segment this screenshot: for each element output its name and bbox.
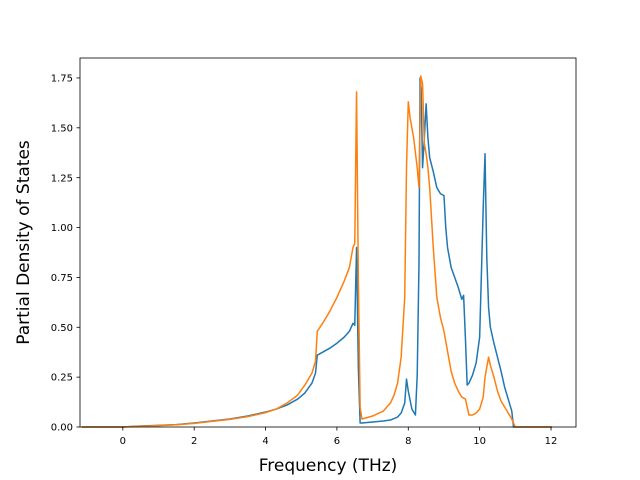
x-tick-label: 8 [405,436,411,447]
x-tick-label: 6 [334,436,340,447]
x-tick-label: 2 [191,436,197,447]
y-tick-label: 0.50 [51,323,73,334]
y-axis-ticks: 0.00 0.25 0.50 0.75 1.00 1.25 1.50 1.75 [51,74,80,434]
x-tick-label: 4 [262,436,268,447]
y-axis-label: Partial Density of States [14,140,34,345]
x-tick-label: 12 [545,436,558,447]
y-tick-label: 1.75 [51,74,73,85]
plot-area-frame [79,57,577,428]
y-tick-label: 0.75 [51,273,73,284]
series-line-2 [81,75,552,428]
x-tick-label: 0 [120,436,126,447]
x-axis-ticks: 0 2 4 6 8 10 12 [120,427,558,447]
series-line-1 [81,77,552,428]
series-layer [81,75,552,428]
axes-layer [79,57,577,428]
y-tick-label: 1.50 [51,123,73,134]
y-tick-label: 1.25 [51,173,73,184]
x-axis-label: Frequency (THz) [259,456,398,476]
x-tick-label: 10 [473,436,486,447]
y-tick-label: 0.00 [51,423,73,434]
y-tick-label: 0.25 [51,373,73,384]
y-tick-label: 1.00 [51,223,73,234]
